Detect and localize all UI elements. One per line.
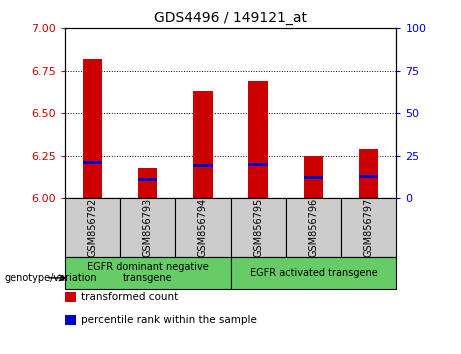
- Bar: [230, 257, 396, 289]
- Bar: [341, 198, 396, 257]
- Text: GSM856795: GSM856795: [253, 198, 263, 257]
- Bar: [359, 175, 378, 178]
- Bar: [65, 198, 120, 257]
- Bar: [304, 156, 323, 198]
- Bar: [65, 257, 230, 289]
- Text: transformed count: transformed count: [81, 292, 178, 302]
- Text: EGFR dominant negative
transgene: EGFR dominant negative transgene: [87, 262, 208, 284]
- Bar: [83, 59, 102, 198]
- Text: GSM856792: GSM856792: [87, 198, 97, 257]
- Title: GDS4496 / 149121_at: GDS4496 / 149121_at: [154, 11, 307, 24]
- Bar: [138, 168, 157, 198]
- Bar: [83, 161, 102, 164]
- Bar: [193, 164, 213, 167]
- Text: GSM856793: GSM856793: [142, 198, 153, 257]
- Bar: [286, 198, 341, 257]
- Text: EGFR activated transgene: EGFR activated transgene: [249, 268, 378, 278]
- Bar: [193, 91, 213, 198]
- Bar: [248, 163, 268, 166]
- Bar: [138, 178, 157, 181]
- Bar: [359, 149, 378, 198]
- Text: genotype/variation: genotype/variation: [5, 273, 97, 283]
- Bar: [248, 81, 268, 198]
- Bar: [175, 198, 230, 257]
- Bar: [230, 198, 286, 257]
- Text: percentile rank within the sample: percentile rank within the sample: [81, 315, 257, 325]
- Bar: [304, 176, 323, 179]
- Text: GSM856794: GSM856794: [198, 198, 208, 257]
- Bar: [120, 198, 175, 257]
- Text: GSM856797: GSM856797: [364, 198, 374, 257]
- Text: GSM856796: GSM856796: [308, 198, 319, 257]
